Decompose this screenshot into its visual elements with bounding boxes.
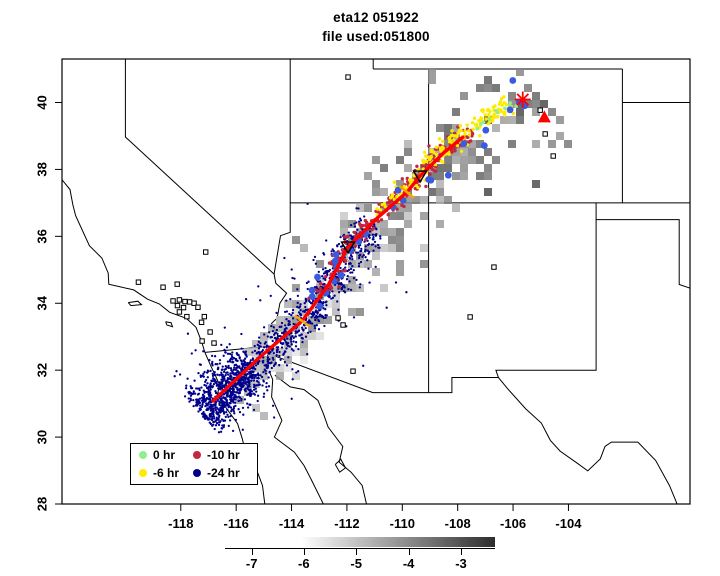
- x-tick-label: -110: [390, 516, 415, 531]
- legend-dot-minus6hr-icon: [139, 469, 147, 477]
- boundary-nevada-utah-arizona: [273, 59, 291, 275]
- legend-label-minus10hr: -10 hr: [207, 448, 240, 462]
- boundary-texas-panhandle-border: [596, 219, 690, 289]
- colorbar-tick: [461, 548, 462, 555]
- legend-dot-0hr-icon: [139, 451, 147, 459]
- y-tick-label: 32: [35, 363, 50, 377]
- colorbar-gradient: [225, 537, 495, 547]
- station-markers: [135, 74, 556, 374]
- legend-label-0hr: 0 hr: [153, 448, 176, 462]
- colorbar-tick: [303, 548, 305, 555]
- boundary-california-nevada-arizona: [124, 59, 288, 347]
- axes: -118 -116 -114 -112 -110 -108 -106 -104 28 30 32 34…: [35, 95, 583, 531]
- colorbar-tick-label: -5: [350, 556, 362, 571]
- legend-item-minus24hr: -24 hr: [193, 467, 255, 479]
- colorbar-axis: [225, 548, 495, 549]
- colorbar-tick-label: -7: [245, 556, 258, 571]
- boundary-newmexico-texas-border: [495, 202, 597, 378]
- x-tick-label: -104: [555, 516, 582, 531]
- map-layers: [62, 59, 690, 504]
- colorbar-tick: [408, 548, 410, 555]
- plot-frame: [61, 58, 691, 505]
- source-asterisk-marker: [514, 91, 531, 108]
- plot-subtitle: file used:051800: [322, 29, 430, 44]
- 0hr-particles: [475, 101, 518, 131]
- legend-item-minus6hr: -6 hr: [139, 467, 193, 479]
- legend-dot-minus24hr-icon: [193, 469, 201, 477]
- boundary-channel-island-catalina: [165, 321, 174, 328]
- colorbar-tick-label: -4: [402, 556, 415, 571]
- boundary-channel-island-santa-cruz: [127, 300, 143, 307]
- colorbar-tick: [251, 548, 253, 555]
- colorbar-tick-label: -3: [455, 556, 467, 571]
- y-tick-label: 38: [35, 162, 50, 176]
- y-tick-label: 34: [35, 295, 50, 310]
- boundary-sonora-coast: [274, 374, 368, 504]
- x-tick-label: -114: [279, 516, 305, 531]
- receptor-triangle-marker: [537, 110, 551, 123]
- legend-item-minus10hr: -10 hr: [193, 449, 255, 461]
- legend-label-minus6hr: -6 hr: [153, 466, 180, 480]
- x-tick-label: -112: [334, 516, 359, 531]
- x-tick-label: -118: [168, 516, 193, 531]
- colorbar-tick: [356, 548, 358, 555]
- y-tick-label: 28: [35, 497, 50, 511]
- trajectory-triangle-markers: [340, 170, 428, 255]
- legend: 0 hr -6 hr -10 hr -24 hr: [130, 443, 258, 485]
- colorbar: -7 -6 -5 -4 -3: [225, 537, 495, 571]
- x-tick-label: -106: [500, 516, 526, 531]
- colorbar-tick-label: -6: [298, 556, 310, 571]
- legend-dot-minus10hr-icon: [193, 451, 201, 459]
- y-tick-label: 40: [35, 95, 50, 109]
- boundary-tiburon-island: [334, 458, 347, 473]
- boundary-california-coast: [62, 178, 206, 353]
- x-tick-label: -108: [445, 516, 471, 531]
- legend-label-minus24hr: -24 hr: [207, 466, 240, 480]
- plot-title: eta12 051922: [333, 10, 419, 25]
- legend-item-0hr: 0 hr: [139, 449, 193, 461]
- y-tick-label: 30: [35, 430, 50, 444]
- y-tick-label: 36: [35, 229, 50, 243]
- x-tick-label: -116: [224, 516, 249, 531]
- boundary-us-mexico-border-rio-grande: [204, 345, 678, 504]
- trajectory-time-ticks: [294, 185, 415, 328]
- mean-trajectory-line: [211, 135, 465, 403]
